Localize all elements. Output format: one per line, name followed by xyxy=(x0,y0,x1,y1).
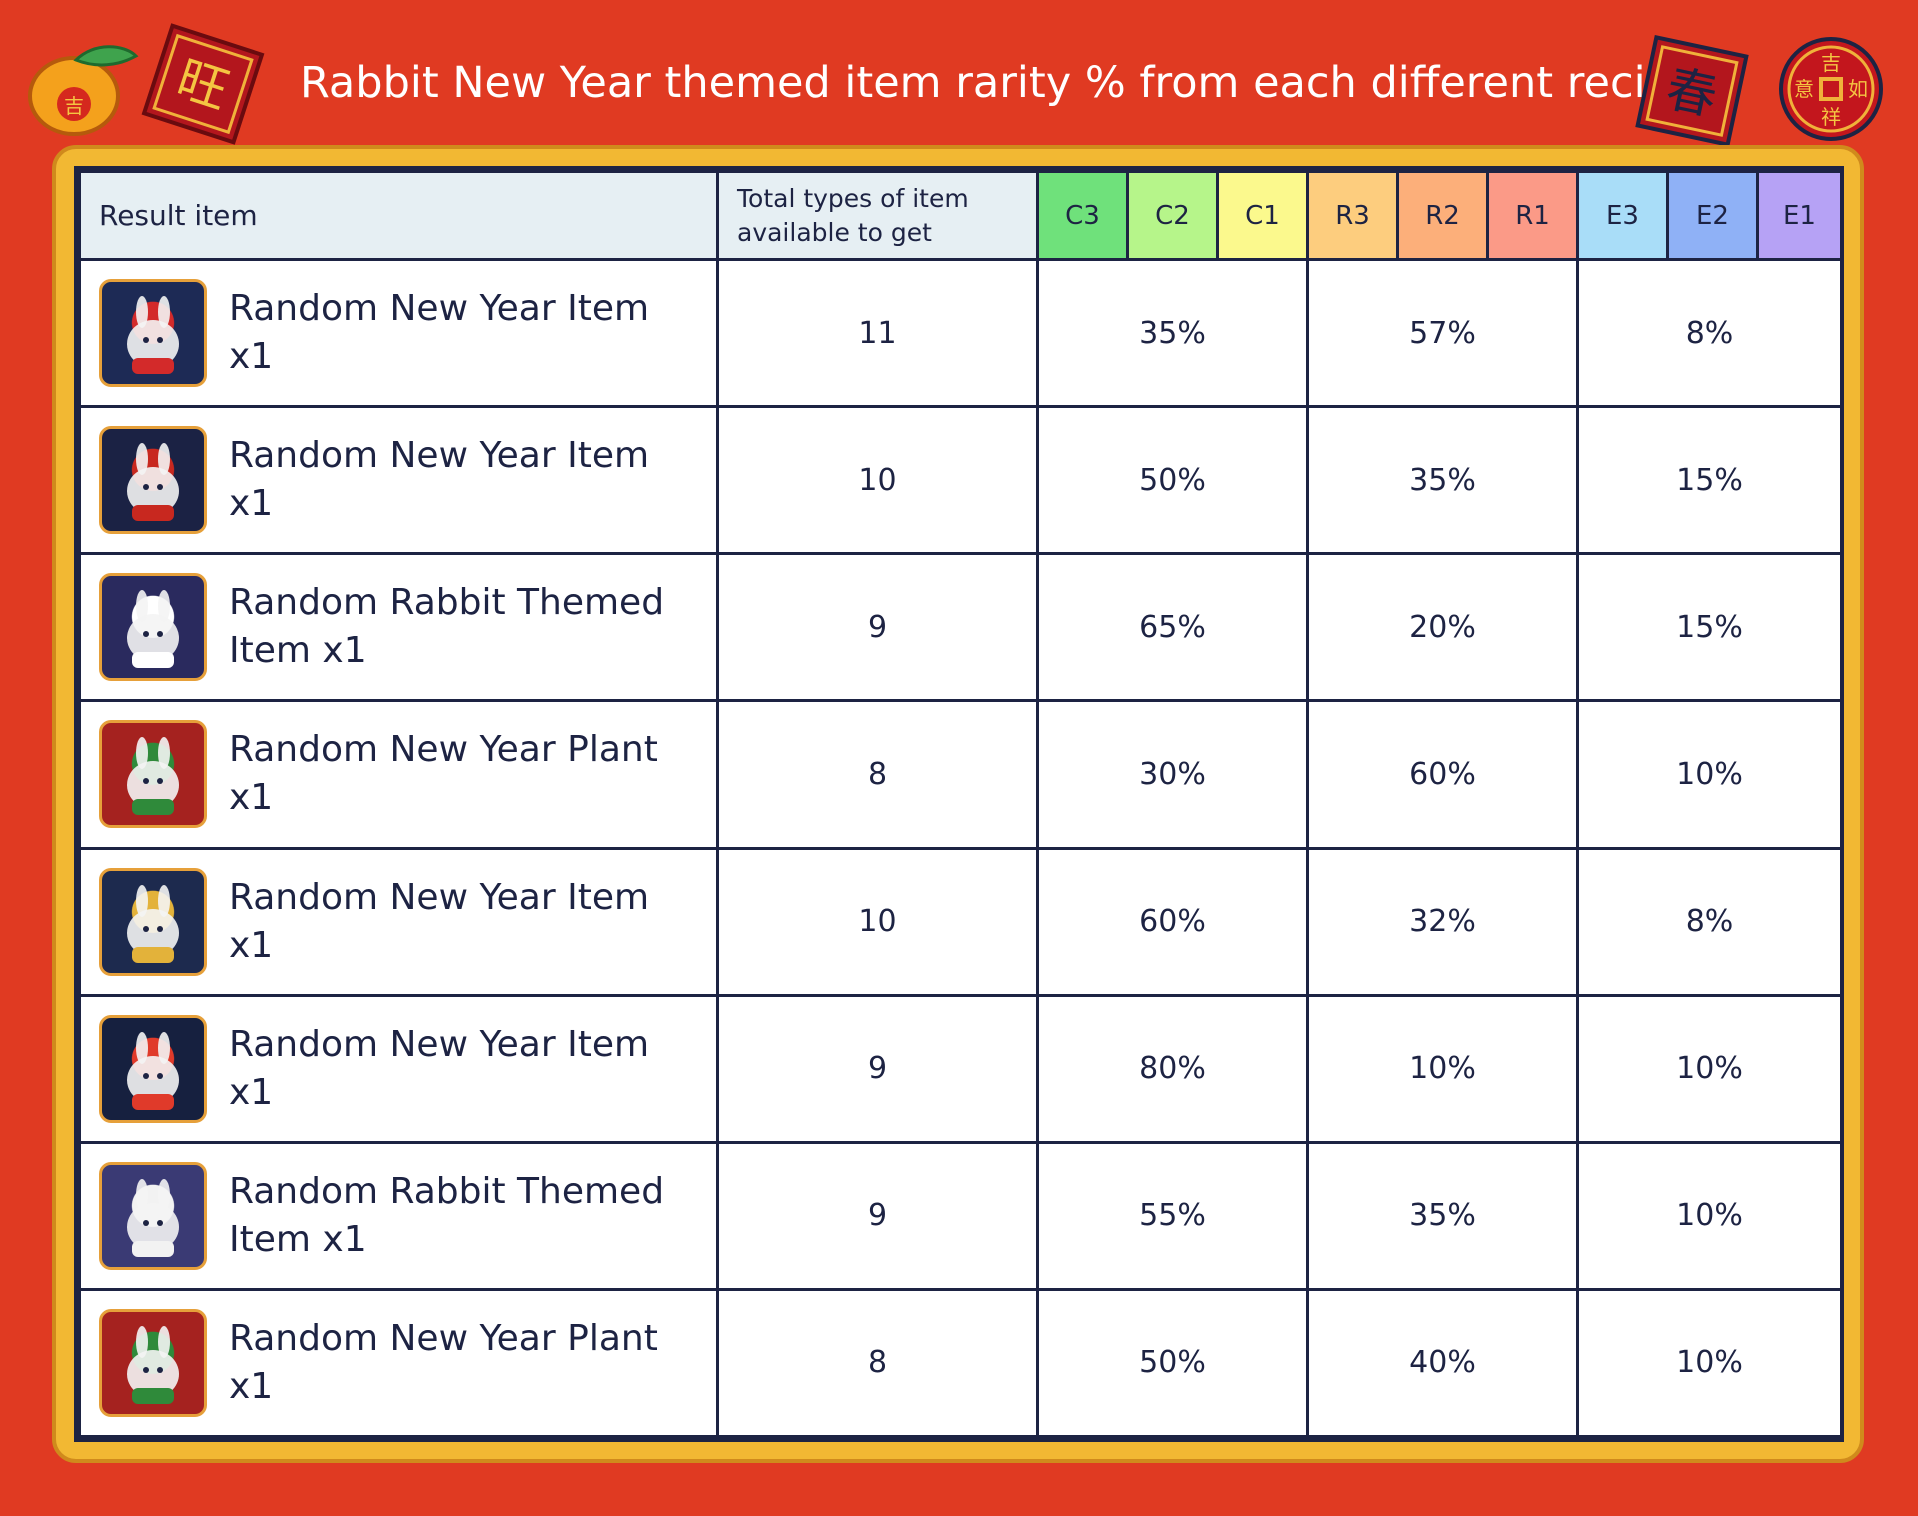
red-tag-icon: 旺 xyxy=(141,23,265,145)
result-item-label: Random Rabbit Themed Item x1 xyxy=(229,1170,665,1260)
table-header-row: Result item Total types of item availabl… xyxy=(78,170,1843,261)
table-row: Random Rabbit Themed Item x1 9 65% 20% 15% xyxy=(78,552,1843,703)
lion-dance-rabbit-icon xyxy=(99,279,207,388)
common-rate-cell: 60% xyxy=(1036,846,1309,997)
rare-rate-cell: 10% xyxy=(1306,993,1579,1144)
common-rate-cell: 35% xyxy=(1036,257,1309,409)
result-item-label: Random New Year Plant x1 xyxy=(229,1317,658,1407)
total-types-cell: 11 xyxy=(716,257,1039,409)
header-rarity-e3: E3 xyxy=(1576,170,1669,261)
header-result-item: Result item xyxy=(78,170,719,261)
coin-char-right: 如 xyxy=(1848,77,1868,101)
result-item-cell: Random Rabbit Themed Item x1 xyxy=(78,1140,719,1291)
result-item-label: Random New Year Item x1 xyxy=(229,288,650,378)
result-item-cell: Random Rabbit Themed Item x1 xyxy=(78,552,719,703)
common-rate-cell: 30% xyxy=(1036,699,1309,850)
rabbit-hood-daruma-icon xyxy=(99,1161,207,1270)
table-row: Random New Year Item x1 10 60% 32% 8% xyxy=(78,846,1843,997)
total-types-cell: 9 xyxy=(716,993,1039,1144)
tangerine-char: 吉 xyxy=(64,94,84,118)
total-types-cell: 10 xyxy=(716,846,1039,997)
epic-rate-cell: 15% xyxy=(1576,405,1843,556)
result-item: Random Rabbit Themed Item x1 xyxy=(99,1161,716,1270)
epic-rate-cell: 10% xyxy=(1576,1140,1843,1291)
firecracker-plant-icon xyxy=(99,1308,207,1417)
result-item: Random Rabbit Themed Item x1 xyxy=(99,573,716,682)
rare-rate-cell: 32% xyxy=(1306,846,1579,997)
epic-rate-cell: 10% xyxy=(1576,1287,1843,1439)
result-item-cell: Random New Year Item x1 xyxy=(78,405,719,556)
result-item: Random New Year Plant x1 xyxy=(99,1308,716,1417)
rabbit-daruma-icon xyxy=(99,573,207,682)
result-item: Random New Year Item x1 xyxy=(99,867,716,976)
epic-rate-cell: 15% xyxy=(1576,552,1843,703)
rare-rate-cell: 35% xyxy=(1306,1140,1579,1291)
common-rate-cell: 65% xyxy=(1036,552,1309,703)
rarity-table-panel: Result item Total types of item availabl… xyxy=(74,166,1844,1442)
common-rate-cell: 50% xyxy=(1036,1287,1309,1439)
result-item-label: Random New Year Item x1 xyxy=(229,876,650,966)
result-item-cell: Random New Year Item x1 xyxy=(78,257,719,409)
result-item-label: Random Rabbit Themed Item x1 xyxy=(229,582,665,672)
result-item-cell: Random New Year Plant x1 xyxy=(78,1287,719,1439)
result-item-cell: Random New Year Plant x1 xyxy=(78,699,719,850)
golden-lion-rabbit-icon xyxy=(99,867,207,976)
result-item-cell: Random New Year Item x1 xyxy=(78,993,719,1144)
rare-rate-cell: 40% xyxy=(1306,1287,1579,1439)
table-row: Random New Year Item x1 10 50% 35% 15% xyxy=(78,405,1843,556)
common-rate-cell: 50% xyxy=(1036,405,1309,556)
result-item: Random New Year Item x1 xyxy=(99,1014,716,1123)
result-item: Random New Year Item x1 xyxy=(99,279,716,388)
total-types-cell: 8 xyxy=(716,1287,1039,1439)
result-item: Random New Year Item x1 xyxy=(99,426,716,535)
rare-rate-cell: 20% xyxy=(1306,552,1579,703)
result-item-label: Random New Year Item x1 xyxy=(229,435,650,525)
header-rarity-c2: C2 xyxy=(1126,170,1219,261)
rarity-table: Result item Total types of item availabl… xyxy=(78,170,1843,1439)
tangerine-icon: 吉 xyxy=(28,45,139,136)
total-types-cell: 8 xyxy=(716,699,1039,850)
epic-rate-cell: 10% xyxy=(1576,993,1843,1144)
epic-rate-cell: 8% xyxy=(1576,846,1843,997)
rare-rate-cell: 60% xyxy=(1306,699,1579,850)
table-row: Random New Year Plant x1 8 30% 60% 10% xyxy=(78,699,1843,850)
dragon-costume-rabbit-icon xyxy=(99,426,207,535)
spring-tag-icon: 春 xyxy=(1635,35,1749,147)
table-row: Random Rabbit Themed Item x1 9 55% 35% 10% xyxy=(78,1140,1843,1291)
table-row: Random New Year Item x1 9 80% 10% 10% xyxy=(78,993,1843,1144)
spring-tag-char: 春 xyxy=(1661,59,1722,126)
page-title: Rabbit New Year themed item rarity % fro… xyxy=(300,58,1714,108)
epic-rate-cell: 10% xyxy=(1576,699,1843,850)
coin-char-left: 意 xyxy=(1794,77,1814,101)
result-item-cell: Random New Year Item x1 xyxy=(78,846,719,997)
result-item: Random New Year Plant x1 xyxy=(99,720,716,829)
header-rarity-r3: R3 xyxy=(1306,170,1399,261)
total-types-cell: 9 xyxy=(716,1140,1039,1291)
total-types-cell: 10 xyxy=(716,405,1039,556)
table-row: Random New Year Plant x1 8 50% 40% 10% xyxy=(78,1287,1843,1439)
header-rarity-c1: C1 xyxy=(1216,170,1309,261)
table-row: Random New Year Item x1 11 35% 57% 8% xyxy=(78,257,1843,409)
header-total-types: Total types of item available to get xyxy=(716,170,1039,261)
common-rate-cell: 80% xyxy=(1036,993,1309,1144)
header-rarity-r1: R1 xyxy=(1486,170,1579,261)
bamboo-plant-icon xyxy=(99,720,207,829)
rare-rate-cell: 57% xyxy=(1306,257,1579,409)
epic-rate-cell: 8% xyxy=(1576,257,1843,409)
total-types-cell: 9 xyxy=(716,552,1039,703)
result-item-label: Random New Year Plant x1 xyxy=(229,729,658,819)
header-rarity-e2: E2 xyxy=(1666,170,1759,261)
red-mask-glasses-icon xyxy=(99,1014,207,1123)
page-header: 吉 旺 Rabbit New Year themed item rarity %… xyxy=(0,0,1918,150)
header-rarity-r2: R2 xyxy=(1396,170,1489,261)
rare-rate-cell: 35% xyxy=(1306,405,1579,556)
header-rarity-c3: C3 xyxy=(1036,170,1129,261)
coin-char-top: 吉 xyxy=(1821,51,1841,75)
coin-char-bottom: 祥 xyxy=(1821,105,1841,129)
header-rarity-e1: E1 xyxy=(1756,170,1843,261)
common-rate-cell: 55% xyxy=(1036,1140,1309,1291)
lucky-coin-icon: 吉 意 如 祥 xyxy=(1779,37,1883,141)
result-item-label: Random New Year Item x1 xyxy=(229,1023,650,1113)
